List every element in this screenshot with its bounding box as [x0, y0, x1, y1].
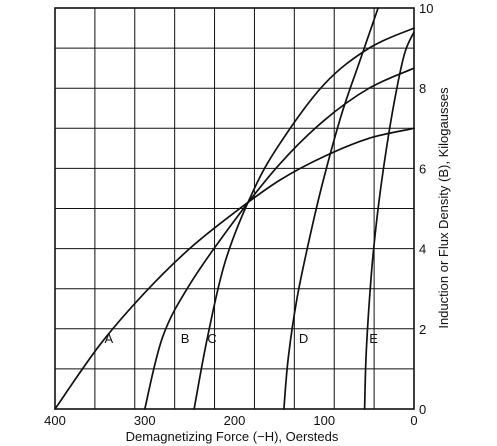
x-tick-label: 100	[313, 413, 335, 428]
curve-a	[54, 127, 415, 410]
curve-label-b: B	[181, 331, 190, 346]
chart-curves	[54, 7, 415, 410]
x-tick-label: 0	[410, 413, 417, 428]
curve-d	[283, 7, 379, 410]
chart-grid	[55, 8, 414, 409]
curve-e	[363, 31, 415, 410]
y-axis-title: Induction or Flux Density (B), Kilogauss…	[436, 87, 451, 329]
y-tick-label: 6	[419, 161, 426, 176]
x-tick-label: 400	[44, 413, 66, 428]
curve-label-d: D	[299, 331, 308, 346]
x-tick-label: 200	[224, 413, 246, 428]
x-axis-title: Demagnetizing Force (−H), Oersteds	[126, 429, 339, 444]
curve-label-c: C	[207, 331, 216, 346]
curve-b	[143, 67, 415, 410]
y-tick-label: 4	[419, 242, 426, 257]
curve-label-e: E	[369, 331, 378, 346]
chart-curve-labels: A B C D E	[105, 331, 379, 346]
x-axis-ticks: 400 300 200 100 0	[44, 413, 417, 428]
plot-frame	[54, 7, 415, 410]
y-tick-label: 0	[419, 402, 426, 417]
y-tick-label: 8	[419, 81, 426, 96]
y-tick-label: 10	[419, 1, 433, 16]
curve-label-a: A	[105, 331, 114, 346]
curve-c	[193, 27, 415, 410]
x-tick-label: 300	[134, 413, 156, 428]
y-tick-label: 2	[419, 322, 426, 337]
y-axis-ticks: 0 2 4 6 8 10	[419, 1, 433, 417]
